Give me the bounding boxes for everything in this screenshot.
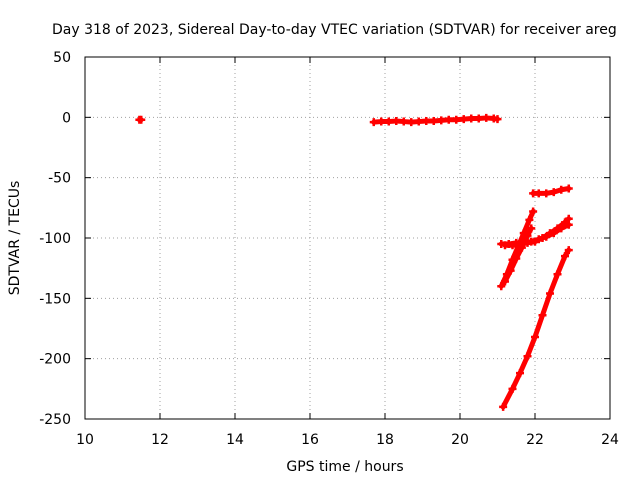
data-point — [501, 277, 509, 286]
data-point — [538, 311, 547, 320]
data-point — [546, 229, 554, 238]
data-point — [399, 117, 408, 126]
x-tick-label: 16 — [301, 432, 319, 448]
x-tick-label: 22 — [526, 432, 544, 448]
data-point — [497, 282, 506, 291]
data-point — [538, 234, 547, 242]
y-axis-label: SDTVAR / TECUs — [7, 181, 23, 296]
data-point — [467, 114, 476, 123]
data-point — [384, 117, 393, 126]
data-point — [508, 384, 517, 393]
y-tick-label: -200 — [39, 352, 71, 368]
data-series — [529, 184, 573, 198]
data-point — [493, 115, 502, 124]
y-tick-label: 0 — [62, 110, 71, 126]
data-series — [369, 113, 502, 127]
data-point — [557, 185, 566, 194]
y-tick-label: -150 — [39, 291, 71, 307]
x-tick-label: 12 — [151, 432, 169, 448]
x-tick-label: 18 — [376, 432, 394, 448]
data-point — [534, 189, 543, 198]
x-tick-label: 10 — [76, 432, 94, 448]
data-point — [377, 117, 386, 126]
data-point — [531, 237, 539, 246]
data-point — [516, 369, 524, 378]
x-tick-label: 14 — [226, 432, 244, 448]
data-segment — [500, 386, 515, 410]
data-point — [452, 115, 461, 124]
data-series — [497, 207, 538, 291]
data-point — [527, 224, 536, 233]
data-points — [135, 113, 573, 411]
data-point — [564, 184, 573, 193]
y-tick-label: 50 — [53, 50, 71, 66]
data-point — [561, 252, 569, 261]
data-series — [499, 246, 573, 411]
x-tick-label: 24 — [601, 432, 619, 448]
data-point — [549, 188, 558, 197]
data-point — [429, 116, 438, 125]
data-point — [512, 254, 521, 263]
data-point — [564, 214, 573, 223]
x-tick-label: 20 — [451, 432, 469, 448]
data-series — [501, 224, 536, 286]
data-point — [564, 246, 573, 255]
data-point — [422, 116, 431, 125]
data-point — [407, 118, 416, 127]
data-point — [546, 289, 554, 298]
y-tick-label: -250 — [39, 412, 71, 428]
data-point — [531, 332, 539, 341]
data-point — [414, 117, 423, 126]
data-point — [474, 114, 483, 123]
y-tick-label: -100 — [39, 231, 71, 247]
data-point — [137, 115, 146, 124]
y-tick-label: -50 — [48, 171, 71, 187]
data-series — [135, 115, 146, 124]
x-axis-label: GPS time / hours — [286, 459, 403, 475]
data-point — [553, 270, 562, 279]
data-point — [523, 231, 532, 240]
data-point — [459, 115, 468, 124]
data-point — [517, 243, 526, 252]
chart-title: Day 318 of 2023, Sidereal Day-to-day VTE… — [52, 22, 617, 38]
data-point — [525, 215, 534, 224]
data-point — [529, 207, 538, 216]
data-point — [506, 266, 515, 275]
data-point — [444, 115, 453, 124]
axis-ticks: 10 12 14 16 18 20 22 24 50 0 -50 -100 -150 -200 -250 — [39, 50, 619, 448]
data-point — [542, 189, 551, 198]
data-point — [437, 116, 446, 125]
data-point — [501, 241, 509, 250]
data-point — [523, 352, 532, 361]
data-point — [553, 224, 562, 233]
data-point — [392, 116, 401, 125]
data-point — [499, 402, 508, 411]
data-point — [482, 113, 491, 122]
data-point — [369, 118, 378, 127]
